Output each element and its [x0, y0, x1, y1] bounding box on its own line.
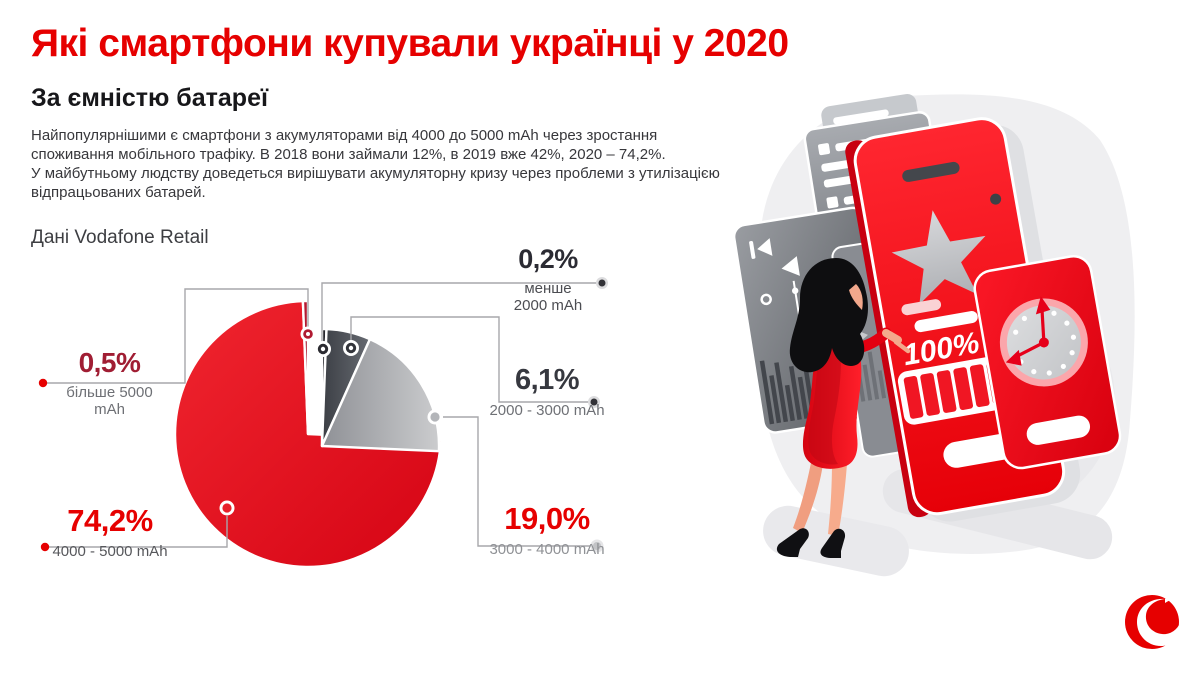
woman-face [849, 284, 863, 310]
callout-value: 0,2% [518, 244, 578, 274]
callout-leader-lines [43, 282, 602, 548]
source-label: Дані Vodafone Retail [31, 227, 209, 248]
description-text: Найпопулярнішими є смартфони з акумулято… [31, 127, 720, 201]
page-title: Які смартфони купували українці у 2020 [31, 22, 789, 65]
slice-markers [219, 326, 443, 516]
callout-label: 4000 - 5000 mAh [52, 543, 168, 560]
woman-heel-right [820, 528, 846, 558]
woman-heel-left [776, 528, 809, 557]
woman-figure [776, 258, 911, 558]
clock-hour-hand [1040, 308, 1046, 343]
section-title: За ємністю батареї [31, 84, 268, 112]
clock-center [1038, 337, 1049, 348]
callout-label: менше 2000 mAh [513, 280, 583, 314]
woman-dress-shade [808, 329, 841, 465]
clock-card-bar [1026, 415, 1091, 445]
clock-hour-arrow [1035, 296, 1051, 315]
woman-hair [789, 258, 868, 373]
knob-icon [760, 293, 772, 306]
pie-slices [173, 299, 443, 569]
woman-finger [893, 339, 911, 354]
callout-value: 6,1% [514, 364, 580, 396]
callout-label: 3000 - 4000 mAh [489, 541, 605, 558]
pie-chart [38, 277, 608, 569]
callout-more-5000: 0,5% більше 5000 mAh [52, 347, 167, 419]
callout-3000-4000: 19,0% 3000 - 4000 mAh [480, 503, 614, 558]
callout-value: 0,5% [78, 347, 141, 378]
callout-label: 2000 - 3000 mAh [489, 402, 605, 419]
callout-value: 19,0% [504, 501, 590, 536]
speaker-slot-icon [902, 161, 960, 182]
slider-dot [791, 287, 799, 294]
star-icon [891, 210, 986, 305]
leader-line-4000-5000 [45, 516, 228, 548]
woman-leg-right [828, 460, 847, 536]
callout-label: більше 5000 mAh [66, 384, 153, 418]
callout-2000-3000: 6,1% 2000 - 3000 mAh [487, 364, 607, 420]
skip-start-icon [749, 238, 773, 259]
woman-hand [882, 329, 902, 344]
woman-leg-left [793, 458, 823, 533]
callout-value: 74,2% [67, 503, 153, 538]
vodafone-logo [1125, 595, 1182, 649]
clock-panel [973, 255, 1122, 470]
clock-minute-hand [1016, 341, 1045, 358]
callout-4000-5000: 74,2% 4000 - 5000 mAh [49, 505, 171, 560]
camera-icon [990, 193, 1002, 205]
callout-less-2000: 0,2% менше 2000 mAh [498, 244, 598, 315]
leader-line-more-5000 [43, 288, 309, 384]
clock-minute-arrow [1005, 349, 1022, 366]
callout-dots [38, 277, 608, 553]
leader-line-less-2000 [321, 282, 602, 344]
rating-bar [914, 311, 978, 333]
leader-line-2000-3000 [350, 316, 594, 403]
clock-ticks [1013, 310, 1077, 376]
pie-slice-2 [320, 338, 441, 453]
battery-icon [897, 355, 1020, 425]
prev-icon [781, 256, 800, 276]
leader-line-3000-4000 [443, 416, 597, 547]
slider-track [792, 280, 800, 315]
rating-bar-small [901, 299, 942, 316]
